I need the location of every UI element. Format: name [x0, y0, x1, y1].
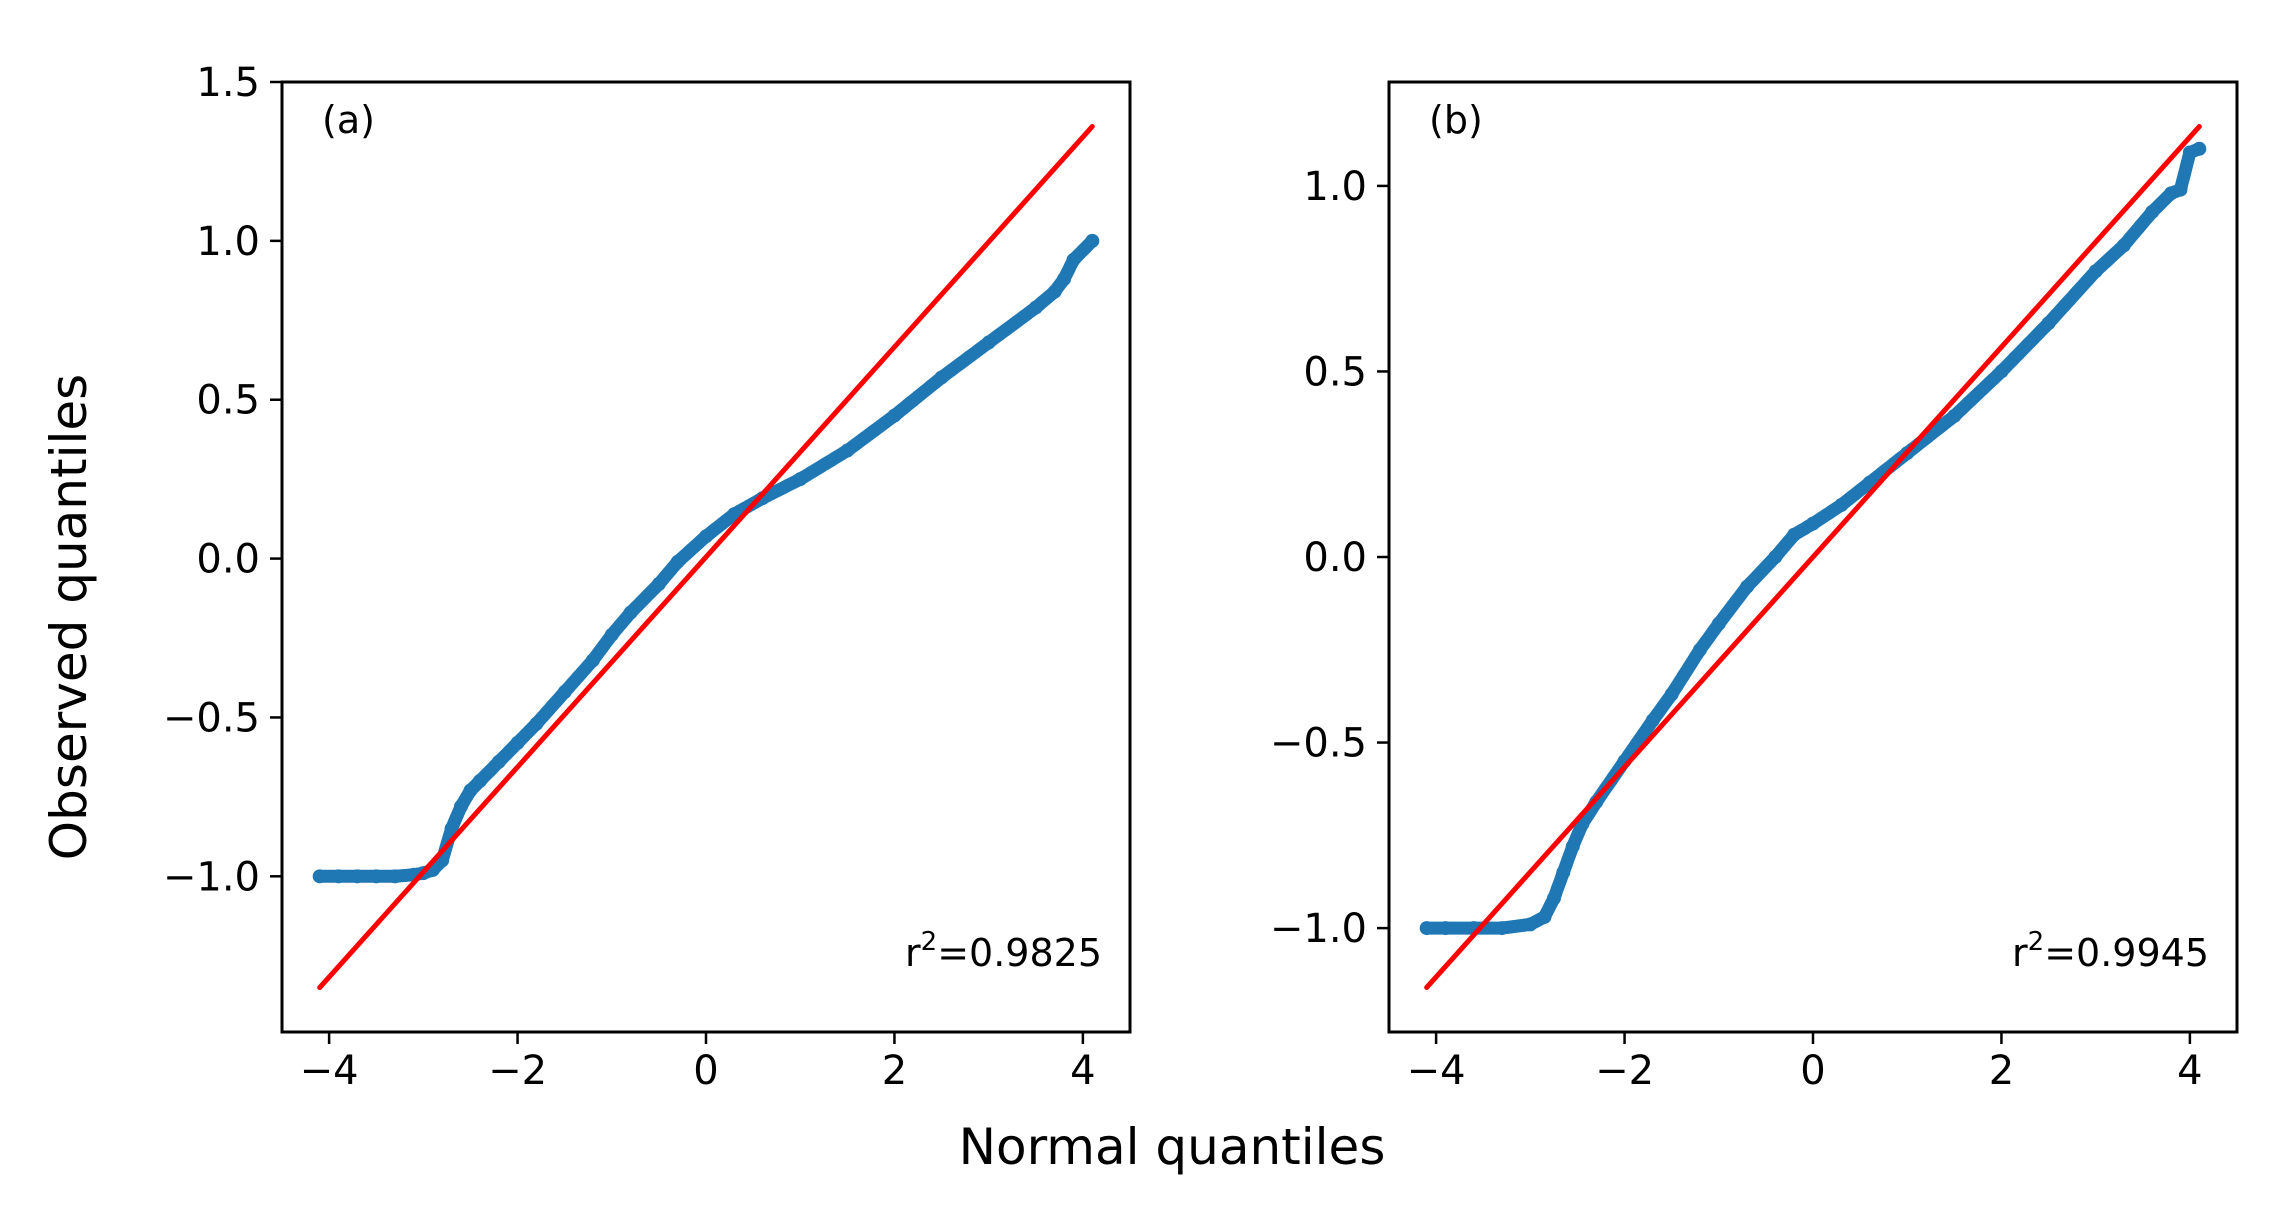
panel-a-data-point [444, 821, 459, 836]
panel-a-data-point [510, 735, 525, 750]
panel-a-y-tick-label: 1.5 [196, 60, 260, 106]
panel-b-data-point [2173, 182, 2188, 197]
panel-a-data-point [1047, 284, 1062, 299]
panel-a-x-tick-label: −2 [488, 1048, 547, 1094]
panel-b-data-point [1947, 408, 1962, 423]
panel-b-r2-annotation: r2=0.9945 [2012, 927, 2209, 975]
x-axis-title: Normal quantiles [959, 1118, 1386, 1176]
panel-b: −4 −2 0 2 4 −1.0 −0.5 0.0 0.5 1.0 (b) r2=0.9945 [1270, 80, 2239, 1094]
panel-a-x-tick-label: 2 [882, 1048, 907, 1094]
panel-a-data-point [331, 869, 346, 884]
panel-a-data-point [557, 685, 572, 700]
panel-b-data-point [1523, 917, 1538, 932]
panel-a-data-point [1028, 300, 1043, 315]
panel-a-data-point [491, 754, 506, 769]
panel-b-data-point [1645, 713, 1660, 728]
panel-b-data-point [1862, 475, 1877, 490]
panel-b-y-tick-label: −0.5 [1270, 721, 1367, 767]
panel-b-data-point [2041, 316, 2056, 331]
panel-a-data-point [585, 653, 600, 668]
panel-a-r2-annotation: r2=0.9825 [905, 927, 1102, 975]
panel-b-y-tick-label: 0.5 [1303, 349, 1367, 395]
panel-b-data-point [1834, 498, 1849, 513]
panel-a-data-point [981, 335, 996, 350]
panel-b-data-point [1438, 921, 1453, 936]
panel-b-label: (b) [1429, 98, 1483, 142]
panel-a-data-point [472, 773, 487, 788]
panel-a-data-point [350, 869, 365, 884]
panel-a-data-point [463, 783, 478, 798]
panel-b-ticks: −4 −2 0 2 4 −1.0 −0.5 0.0 0.5 1.0 [1270, 164, 2203, 1094]
panel-a-ticks: −4 −2 0 2 4 −1.0 −0.5 0.0 0.5 1.0 1.5 [163, 60, 1096, 1094]
panel-a-marks [312, 123, 1100, 991]
panel-a-x-tick-label: 0 [693, 1048, 718, 1094]
panel-a-data-point [529, 716, 544, 731]
panel-a-x-tick-label: 4 [1070, 1048, 1095, 1094]
panel-a-y-tick-label: −0.5 [163, 695, 260, 741]
panel-a-data-point [1066, 252, 1081, 267]
panel-a-data-point [934, 370, 949, 385]
panel-b-data-point [1537, 909, 1552, 924]
panel-b-data-point [2145, 204, 2160, 219]
panel-b-data-point [2116, 238, 2131, 253]
panel-b-y-tick-label: 1.0 [1303, 164, 1367, 210]
panel-b-data-point [1692, 642, 1707, 657]
panel-b-x-tick-label: −2 [1595, 1048, 1654, 1094]
panel-b-data-band [1420, 142, 2206, 935]
panel-b-data-point [1768, 550, 1783, 564]
panel-a-y-tick-label: −1.0 [163, 854, 260, 900]
panel-b-data-point [1787, 527, 1802, 542]
panel-b-data-point [1711, 616, 1726, 631]
panel-b-data-point [2088, 264, 2103, 279]
panel-b-data-point [1419, 921, 1434, 936]
panel-a-data-point [699, 529, 713, 544]
panel-b-data-point [1495, 921, 1510, 936]
panel-b-data-point [1994, 364, 2009, 379]
panel-b-data-point [1565, 839, 1580, 854]
panel-a-y-tick-label: 0.0 [196, 537, 260, 583]
panel-a-data-point [604, 627, 619, 642]
panel-b-x-tick-label: 0 [1800, 1048, 1825, 1094]
panel-a-data-point [623, 605, 638, 620]
panel-b-y-tick-label: −1.0 [1270, 906, 1367, 952]
panel-a-y-tick-label: 0.5 [196, 378, 260, 424]
panel-a-y-tick-label: 1.0 [196, 219, 260, 265]
panel-a-data-point [887, 408, 902, 423]
panel-b-x-tick-label: 4 [2177, 1048, 2202, 1094]
panel-b-data-point [1740, 579, 1755, 594]
panel-b-x-tick-label: 2 [1989, 1048, 2014, 1094]
panel-b-reference-line [1424, 124, 2202, 990]
panel-b-data-point [2192, 141, 2207, 156]
panel-a-data-point [369, 869, 384, 884]
panel-a-data-point [727, 507, 742, 522]
panel-a-data-point [840, 443, 855, 458]
panel-a-data-point [670, 554, 685, 569]
panel-b-marks [1419, 124, 2207, 990]
panel-a: −4 −2 0 2 4 −1.0 −0.5 0.0 0.5 1.0 1.5 (a) r2=0.982… [163, 60, 1132, 1094]
panel-b-data-point [1546, 891, 1561, 906]
panel-a-x-tick-label: −4 [300, 1048, 359, 1094]
panel-a-data-point [651, 577, 666, 592]
panel-a-label: (a) [322, 98, 375, 142]
panel-b-data-point [1806, 516, 1820, 531]
panel-a-data-point [793, 472, 808, 487]
panel-b-x-tick-label: −4 [1407, 1048, 1466, 1094]
panel-b-data-point [1664, 687, 1679, 702]
panel-b-y-tick-label: 0.0 [1303, 535, 1367, 581]
panel-a-data-point [1057, 271, 1072, 286]
y-axis-title: Observed quantiles [40, 374, 98, 860]
panel-b-data-point [1556, 865, 1571, 880]
panel-a-data-point [1085, 233, 1100, 248]
panel-a-data-point [388, 869, 403, 884]
panel-a-data-point [454, 799, 469, 814]
panel-a-reference-line [317, 123, 1095, 991]
panel-a-data-point [312, 869, 327, 884]
